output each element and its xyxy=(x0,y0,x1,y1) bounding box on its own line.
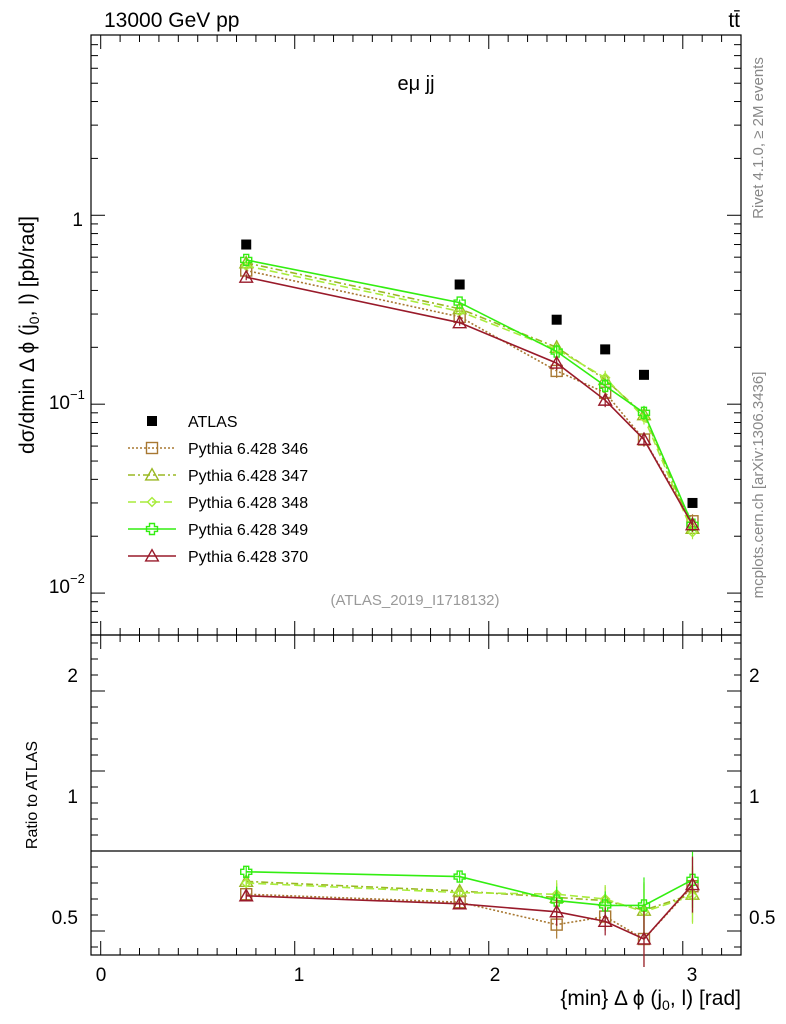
legend-label-2: Pythia 6.428 347 xyxy=(188,468,308,485)
ratio-plot-frame xyxy=(90,634,742,956)
legend: ATLAS Pythia 6.428 346 Pythia 6.428 347 Pyt… xyxy=(128,414,308,566)
main-y-axis-label: dσ/dmin Δ ϕ (j0, l) [pb/rad] xyxy=(16,216,42,454)
ratio-tick-label-0p5-right: 0.5 xyxy=(749,908,775,929)
legend-label-5: Pythia 6.428 370 xyxy=(188,549,308,566)
x-tick-label-0: 0 xyxy=(96,965,107,986)
legend-label-0: ATLAS xyxy=(188,414,238,431)
y-tick-label-0p01-base: 10 xyxy=(49,577,70,598)
legend-label-1: Pythia 6.428 346 xyxy=(188,441,308,458)
main-plot-frame xyxy=(90,34,742,636)
main-series-layer xyxy=(238,239,701,540)
series-4-point xyxy=(453,296,466,309)
series-4-point xyxy=(637,406,651,420)
x-tick-label-2: 2 xyxy=(490,965,501,986)
series-2-ratio-line xyxy=(246,880,693,912)
process-label: tt̄ xyxy=(728,9,740,32)
series-0-point xyxy=(454,279,465,290)
series-4-ratio-point xyxy=(453,870,466,883)
analysis-id-label: (ATLAS_2019_I1718132) xyxy=(330,592,499,609)
y-tick-label-0p1: 10 xyxy=(49,393,70,414)
y-tick-exp-0p01: −2 xyxy=(70,571,85,586)
energy-label: 13000 GeV pp xyxy=(104,9,239,32)
legend-marker-5 xyxy=(144,548,160,562)
series-5-ratio-point xyxy=(684,876,701,891)
series-0-point xyxy=(551,314,562,325)
series-4-line xyxy=(246,259,694,526)
series-4-ratio-point xyxy=(598,899,612,912)
series-4-point xyxy=(240,253,253,267)
series-0-point xyxy=(687,497,698,508)
series-0-point xyxy=(600,344,611,355)
series-4-ratio-point xyxy=(637,899,651,912)
ratio-tick-label-2-right: 2 xyxy=(749,666,760,687)
y-tick-label-0p1-base: 10 xyxy=(49,393,70,414)
ratio-tick-label-1-right: 1 xyxy=(749,787,760,808)
ratio-series-layer xyxy=(238,851,701,967)
series-2-line xyxy=(246,262,694,529)
series-0-point xyxy=(638,369,649,380)
series-0-point xyxy=(241,239,252,250)
series-5-ratio-point xyxy=(452,896,468,910)
legend-marker-2 xyxy=(144,467,160,481)
x-tick-label-3: 3 xyxy=(687,965,698,986)
legend-marker-1 xyxy=(145,441,159,455)
legend-marker-4 xyxy=(145,522,159,536)
series-4-ratio-line xyxy=(246,871,693,907)
series-5-ratio-point xyxy=(238,888,254,902)
series-1-ratio-line xyxy=(246,885,694,941)
ratio-axis-ticks xyxy=(91,635,741,955)
legend-marker-0 xyxy=(147,416,157,426)
series-5-ratio-point xyxy=(549,904,565,918)
ratio-y-axis-label: Ratio to ATLAS xyxy=(24,741,41,849)
main-y-tick-labels: 1 10 −1 10 −2 xyxy=(49,210,85,598)
ratio-tick-label-0p5-left: 0.5 xyxy=(52,908,78,929)
series-5-point xyxy=(452,314,468,329)
series-5-ratio-line xyxy=(246,884,694,940)
series-5-point xyxy=(549,355,565,369)
x-axis-label: {min} Δ ϕ (j0, l) [rad] xyxy=(560,987,741,1013)
series-5-point xyxy=(636,431,652,446)
legend-label-3: Pythia 6.428 348 xyxy=(188,495,308,512)
series-5-point xyxy=(684,516,701,531)
x-tick-label-1: 1 xyxy=(294,965,305,986)
series-3-line xyxy=(246,265,694,533)
source-label: mcplots.cern.ch [arXiv:1306.3436] xyxy=(750,372,767,599)
series-4-ratio-point xyxy=(686,873,699,886)
series-5-point xyxy=(597,392,613,406)
ratio-tick-label-1-left: 1 xyxy=(67,787,78,808)
y-tick-exp-0p1: −1 xyxy=(70,387,85,402)
process-channel-label: eμ jj xyxy=(397,73,434,95)
y-tick-label-0p01: 10 xyxy=(49,577,70,598)
main-axis-ticks xyxy=(91,34,741,636)
series-5-ratio-point xyxy=(597,913,613,928)
series-4-point xyxy=(550,345,563,358)
series-5-line xyxy=(246,276,694,526)
series-4-point xyxy=(598,379,612,393)
y-tick-label-1: 1 xyxy=(72,210,83,231)
series-3-ratio-point xyxy=(240,877,252,889)
ratio-tick-label-2-left: 2 xyxy=(67,666,78,687)
series-4-ratio-point xyxy=(550,894,563,907)
rivet-version-label: Rivet 4.1.0, ≥ 2M events xyxy=(750,57,767,219)
legend-label-4: Pythia 6.428 349 xyxy=(188,522,308,539)
series-4-ratio-point xyxy=(240,865,253,878)
legend-marker-3 xyxy=(146,496,158,508)
series-5-ratio-point xyxy=(636,931,652,945)
series-5-point xyxy=(238,269,254,283)
series-3-ratio-line xyxy=(246,882,693,913)
